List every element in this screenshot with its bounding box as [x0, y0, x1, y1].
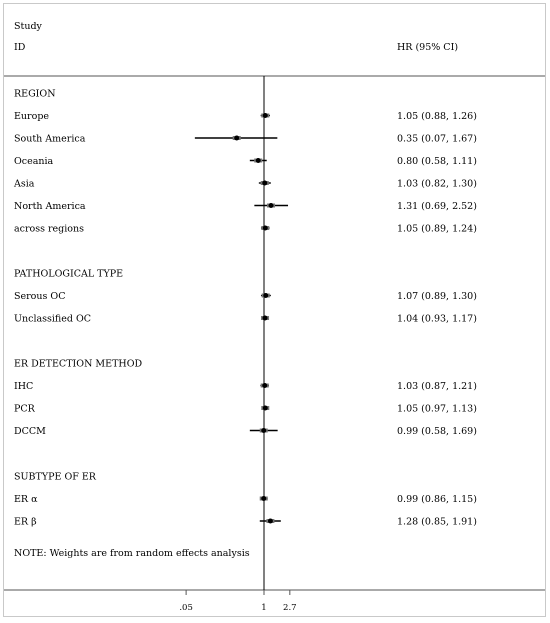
x-tick-label: .05: [179, 603, 193, 613]
study-label: IHC: [14, 381, 33, 392]
x-tick-label: 2.7: [283, 603, 297, 613]
study-label: DCCM: [14, 426, 46, 437]
study-label: South America: [14, 134, 86, 145]
point-estimate: [262, 225, 268, 231]
ci-text: 0.80 (0.58, 1.11): [397, 156, 477, 167]
group-label: ER DETECTION METHOD: [14, 359, 142, 370]
header-id: ID: [14, 42, 26, 53]
ci-text: 1.03 (0.82, 1.30): [397, 179, 477, 190]
point-estimate: [262, 113, 268, 118]
group-label: REGION: [14, 89, 56, 100]
ci-text: 1.03 (0.87, 1.21): [397, 381, 477, 392]
footnote: NOTE: Weights are from random effects an…: [14, 548, 250, 559]
point-estimate: [268, 203, 274, 208]
x-tick-label: 1: [261, 603, 266, 613]
study-label: across regions: [14, 224, 84, 235]
point-estimate: [263, 293, 269, 298]
header-hr: HR (95% CI): [397, 42, 458, 53]
point-estimate: [255, 158, 261, 163]
forest-marks: REGION Europe 1.05 (0.88, 1.26) South Ameri…: [13, 89, 477, 614]
group-label: SUBTYPE OF ER: [14, 472, 97, 483]
study-label: Europe: [14, 111, 49, 122]
study-label: North America: [14, 201, 86, 212]
ci-text: 1.05 (0.88, 1.26): [397, 111, 477, 122]
ci-text: 1.05 (0.89, 1.24): [397, 224, 477, 235]
ci-text: 1.31 (0.69, 2.52): [397, 201, 477, 212]
ci-text: 0.35 (0.07, 1.67): [397, 134, 477, 145]
ci-text: 1.04 (0.93, 1.17): [397, 314, 477, 325]
study-label: ER β: [14, 517, 37, 528]
ci-text: 0.99 (0.58, 1.69): [397, 426, 477, 437]
ci-text: 1.05 (0.97, 1.13): [397, 404, 477, 415]
point-estimate: [262, 405, 268, 411]
study-label: ER α: [14, 494, 38, 505]
header-study: Study: [14, 21, 43, 32]
plot-frame: [3, 3, 546, 617]
point-estimate: [262, 180, 268, 186]
ci-text: 1.28 (0.85, 1.91): [397, 517, 477, 528]
point-estimate: [262, 383, 268, 388]
study-label: Serous OC: [14, 291, 65, 302]
study-label: Oceania: [14, 156, 54, 167]
ci-text: 0.99 (0.86, 1.15): [397, 494, 477, 505]
group-label: PATHOLOGICAL TYPE: [14, 269, 123, 280]
point-estimate: [267, 518, 273, 524]
study-label: PCR: [14, 404, 36, 415]
study-label: Asia: [13, 179, 35, 190]
ci-text: 1.07 (0.89, 1.30): [397, 291, 477, 302]
point-estimate: [234, 135, 240, 141]
study-label: Unclassified OC: [14, 314, 91, 325]
point-estimate: [262, 315, 268, 321]
point-estimate: [261, 428, 267, 433]
point-estimate: [261, 496, 267, 501]
